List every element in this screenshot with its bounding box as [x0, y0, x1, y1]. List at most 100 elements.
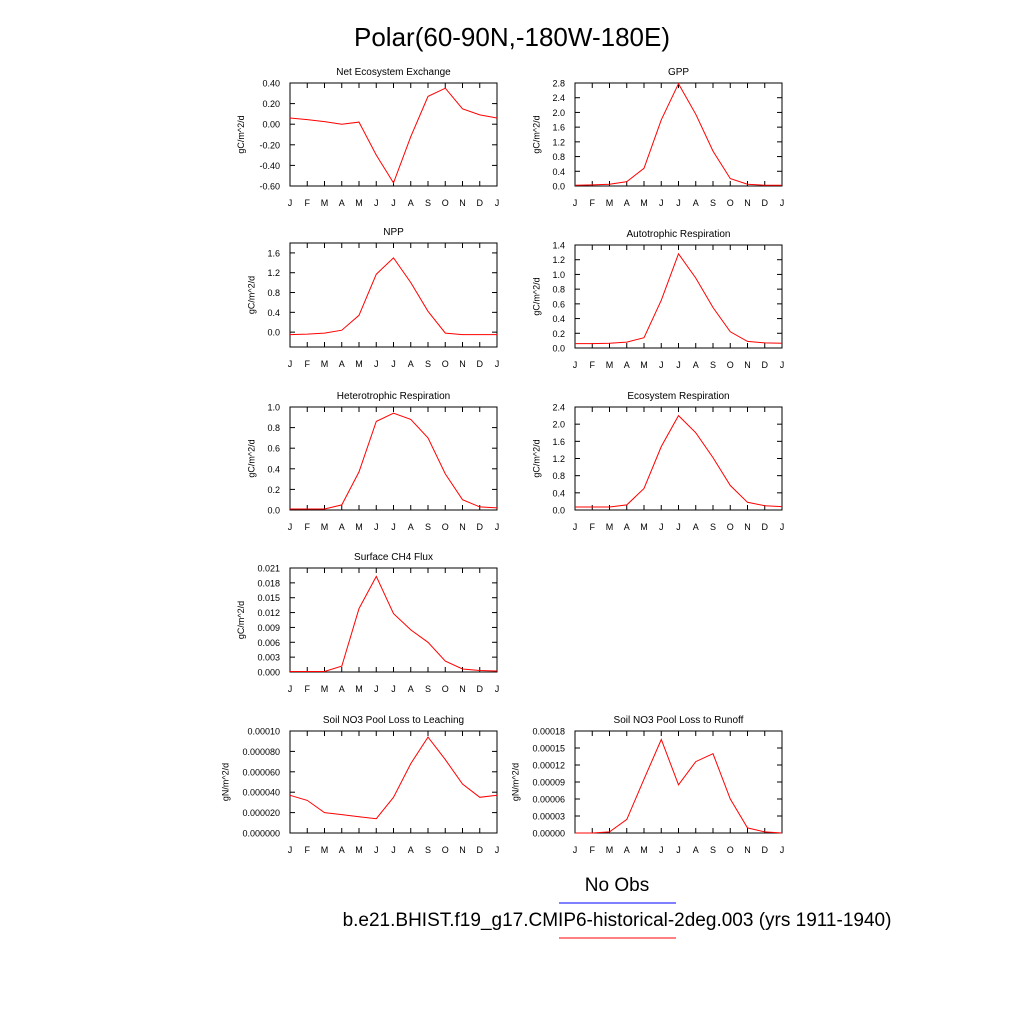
x-tick-label: N [744, 522, 751, 532]
x-tick-label: N [459, 359, 466, 369]
y-tick-label: 1.0 [552, 270, 565, 280]
x-tick-label: J [659, 198, 664, 208]
x-tick-label: D [762, 360, 769, 370]
x-tick-label: F [590, 845, 596, 855]
x-tick-label: J [391, 845, 396, 855]
legend-label-model-run: b.e21.BHIST.f19_g17.CMIP6-historical-2de… [343, 910, 892, 931]
y-tick-label: 0.015 [257, 593, 280, 603]
plot-frame [289, 82, 498, 187]
panel-title: Autotrophic Respiration [627, 229, 731, 240]
x-tick-label: S [425, 359, 431, 369]
y-tick-label: 0.4 [267, 464, 280, 474]
x-tick-label: M [640, 360, 648, 370]
x-tick-label: J [374, 684, 379, 694]
x-tick-label: J [676, 522, 681, 532]
x-tick-label: J [780, 522, 785, 532]
series-line [575, 738, 783, 834]
y-tick-label: 0.40 [262, 79, 280, 89]
y-tick-label: 1.2 [552, 255, 565, 265]
y-tick-label: 0.00015 [532, 744, 565, 754]
x-tick-label: M [321, 359, 329, 369]
y-tick-label: 0.4 [552, 314, 565, 324]
x-tick-label: S [425, 845, 431, 855]
y-tick-label: 0.0 [267, 328, 280, 338]
x-tick-label: J [495, 845, 500, 855]
y-tick-label: 2.4 [552, 93, 565, 103]
x-tick-label: N [744, 198, 751, 208]
y-axis-label: gN/m^2/d [220, 763, 230, 801]
x-tick-label: M [606, 845, 614, 855]
x-tick-label: J [573, 360, 578, 370]
y-tick-label: 0.00000 [532, 829, 565, 839]
y-tick-label: 0.8 [552, 471, 565, 481]
y-tick-label: 0.003 [257, 653, 280, 663]
x-tick-label: N [459, 684, 466, 694]
y-tick-label: 1.2 [552, 454, 565, 464]
x-tick-label: A [408, 684, 414, 694]
x-tick-label: N [744, 845, 751, 855]
x-tick-label: M [355, 522, 363, 532]
y-axis-label: gC/m^2/d [236, 601, 246, 639]
x-tick-label: S [710, 522, 716, 532]
x-tick-label: F [305, 522, 311, 532]
series-line [575, 252, 783, 345]
series-line [289, 257, 497, 336]
x-tick-label: A [408, 845, 414, 855]
y-tick-label: 0.00003 [532, 812, 565, 822]
panel-title: Heterotrophic Respiration [337, 391, 450, 402]
x-tick-label: J [495, 684, 500, 694]
x-tick-label: J [374, 359, 379, 369]
x-tick-label: J [780, 198, 785, 208]
x-tick-label: O [727, 845, 734, 855]
y-axis-label: gC/m^2/d [246, 439, 256, 477]
x-tick-label: M [606, 198, 614, 208]
x-tick-label: M [355, 845, 363, 855]
plot-frame [574, 406, 783, 511]
plot-frame [289, 406, 498, 511]
series-line [574, 82, 782, 186]
x-tick-label: A [339, 359, 345, 369]
y-tick-label: 0.8 [552, 285, 565, 295]
y-tick-label: 2.0 [552, 108, 565, 118]
y-axis-label: gC/m^2/d [531, 277, 541, 315]
y-tick-label: 0.00009 [532, 778, 565, 788]
y-axis-label: gC/m^2/d [236, 115, 246, 153]
y-tick-label: -0.60 [259, 182, 280, 192]
x-tick-label: J [495, 522, 500, 532]
x-tick-label: J [374, 198, 379, 208]
x-tick-label: A [693, 522, 699, 532]
panel-title: Ecosystem Respiration [627, 391, 729, 402]
x-tick-label: A [693, 845, 699, 855]
y-tick-label: 0.0 [552, 506, 565, 516]
y-tick-label: 0.000020 [242, 808, 280, 818]
x-tick-label: D [477, 522, 484, 532]
x-tick-label: O [442, 684, 449, 694]
x-tick-label: J [391, 198, 396, 208]
y-tick-label: 0.021 [257, 564, 280, 574]
y-tick-label: 0.6 [267, 444, 280, 454]
x-tick-label: J [288, 684, 293, 694]
x-tick-label: A [693, 198, 699, 208]
x-tick-label: N [459, 845, 466, 855]
y-tick-label: 2.0 [552, 420, 565, 430]
x-tick-label: N [744, 360, 751, 370]
x-tick-label: A [408, 359, 414, 369]
series-line [575, 414, 783, 508]
y-tick-label: 0.00006 [532, 795, 565, 805]
plot-frame [289, 567, 498, 673]
x-tick-label: O [727, 522, 734, 532]
x-tick-label: D [477, 359, 484, 369]
x-tick-label: J [780, 845, 785, 855]
y-tick-label: 0.00010 [247, 727, 280, 737]
x-tick-label: J [391, 359, 396, 369]
panel-title: Soil NO3 Pool Loss to Leaching [323, 715, 464, 726]
x-tick-label: F [305, 684, 311, 694]
